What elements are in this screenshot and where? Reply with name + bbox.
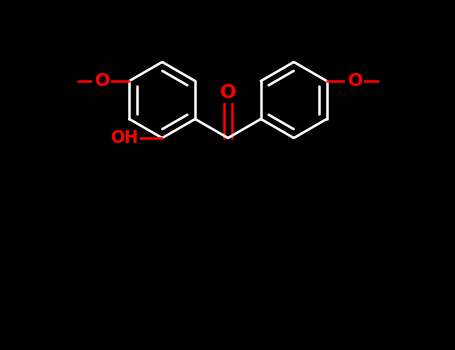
- Text: O: O: [347, 72, 362, 90]
- Text: OH: OH: [110, 129, 138, 147]
- Text: O: O: [220, 83, 236, 102]
- Text: O: O: [94, 72, 109, 90]
